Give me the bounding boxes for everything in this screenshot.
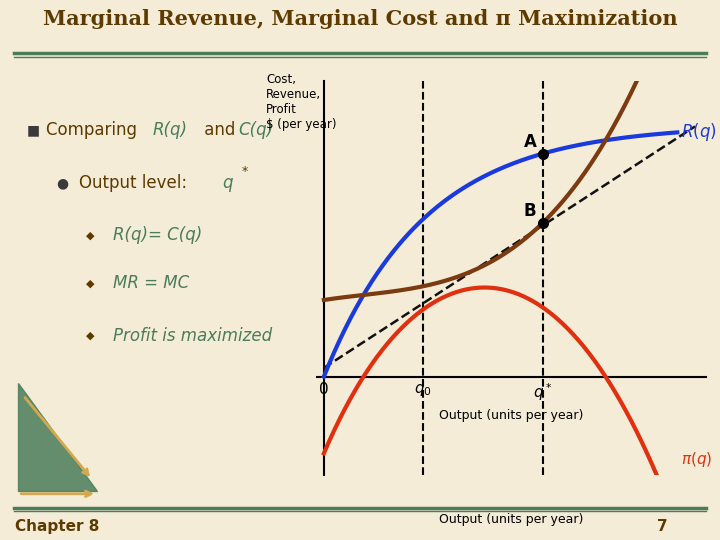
Text: MR = MC: MR = MC [112,274,189,293]
Text: Marginal Revenue, Marginal Cost and π Maximization: Marginal Revenue, Marginal Cost and π Ma… [42,9,678,30]
Text: Profit is maximized: Profit is maximized [112,327,271,345]
Text: A: A [523,133,536,151]
Text: ●: ● [56,176,68,190]
Text: ◆: ◆ [86,331,94,341]
X-axis label: Output (units per year): Output (units per year) [439,409,583,422]
Text: R(q)= C(q): R(q)= C(q) [112,226,202,245]
Text: Comparing: Comparing [46,122,143,139]
Text: $R(q)$: $R(q)$ [681,122,716,144]
Text: ◆: ◆ [86,279,94,288]
Text: $\pi(q)$: $\pi(q)$ [681,450,712,469]
Text: ◆: ◆ [86,231,94,240]
Text: *: * [242,165,248,178]
Text: Chapter 8: Chapter 8 [15,519,100,534]
Text: 7: 7 [657,519,667,534]
Text: C(q): C(q) [238,122,274,139]
Text: q: q [222,174,233,192]
Text: and: and [199,122,240,139]
Text: Output (units per year): Output (units per year) [439,512,583,525]
Text: Output level:: Output level: [79,174,193,192]
Text: Cost,
Revenue,
Profit
$ (per year): Cost, Revenue, Profit $ (per year) [266,73,337,131]
Polygon shape [18,383,97,491]
Text: R(q): R(q) [153,122,187,139]
Text: ■: ■ [27,124,40,137]
Text: B: B [523,202,536,220]
